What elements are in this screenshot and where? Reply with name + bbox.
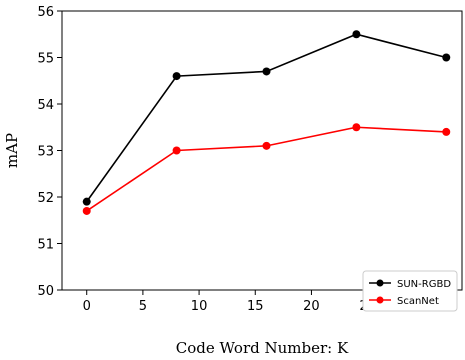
legend-label: SUN-RGBD bbox=[397, 279, 451, 290]
y-axis: 50 51 52 53 54 55 56 bbox=[37, 5, 62, 299]
data-point-sun-rgbd bbox=[172, 72, 181, 81]
data-point-scannet bbox=[352, 123, 361, 132]
series-line-scannet bbox=[86, 126, 447, 212]
y-tick-label: 50 bbox=[37, 284, 54, 299]
data-point-sun-rgbd bbox=[442, 53, 451, 62]
y-axis-label: mAP bbox=[3, 133, 21, 168]
x-axis-label: Code Word Number: K bbox=[176, 339, 349, 357]
y-tick-label: 54 bbox=[37, 98, 54, 113]
y-tick-label: 55 bbox=[37, 52, 54, 67]
legend: SUN-RGBD ScanNet bbox=[362, 270, 458, 312]
x-tick-label: 5 bbox=[139, 299, 147, 314]
series-line-sun-rgbd bbox=[86, 33, 447, 203]
y-tick-label: 52 bbox=[37, 191, 54, 206]
data-point-sun-rgbd bbox=[262, 67, 271, 76]
legend-label: ScanNet bbox=[397, 296, 439, 307]
y-tick-label: 51 bbox=[37, 238, 54, 253]
x-tick-label: 15 bbox=[247, 299, 264, 314]
legend-marker bbox=[376, 279, 384, 287]
data-point-scannet bbox=[172, 146, 181, 155]
x-tick-label: 10 bbox=[191, 299, 208, 314]
plot-frame bbox=[61, 10, 463, 291]
series-layer bbox=[82, 30, 451, 215]
x-tick-label: 20 bbox=[303, 299, 320, 314]
data-point-sun-rgbd bbox=[82, 197, 91, 206]
legend-box bbox=[362, 270, 458, 312]
legend-marker bbox=[376, 296, 384, 304]
x-tick-label: 0 bbox=[83, 299, 91, 314]
data-point-scannet bbox=[262, 141, 271, 150]
y-tick-label: 53 bbox=[37, 145, 54, 160]
data-point-sun-rgbd bbox=[352, 30, 361, 39]
data-point-scannet bbox=[82, 206, 91, 215]
data-point-scannet bbox=[442, 127, 451, 136]
y-tick-label: 56 bbox=[37, 5, 54, 20]
